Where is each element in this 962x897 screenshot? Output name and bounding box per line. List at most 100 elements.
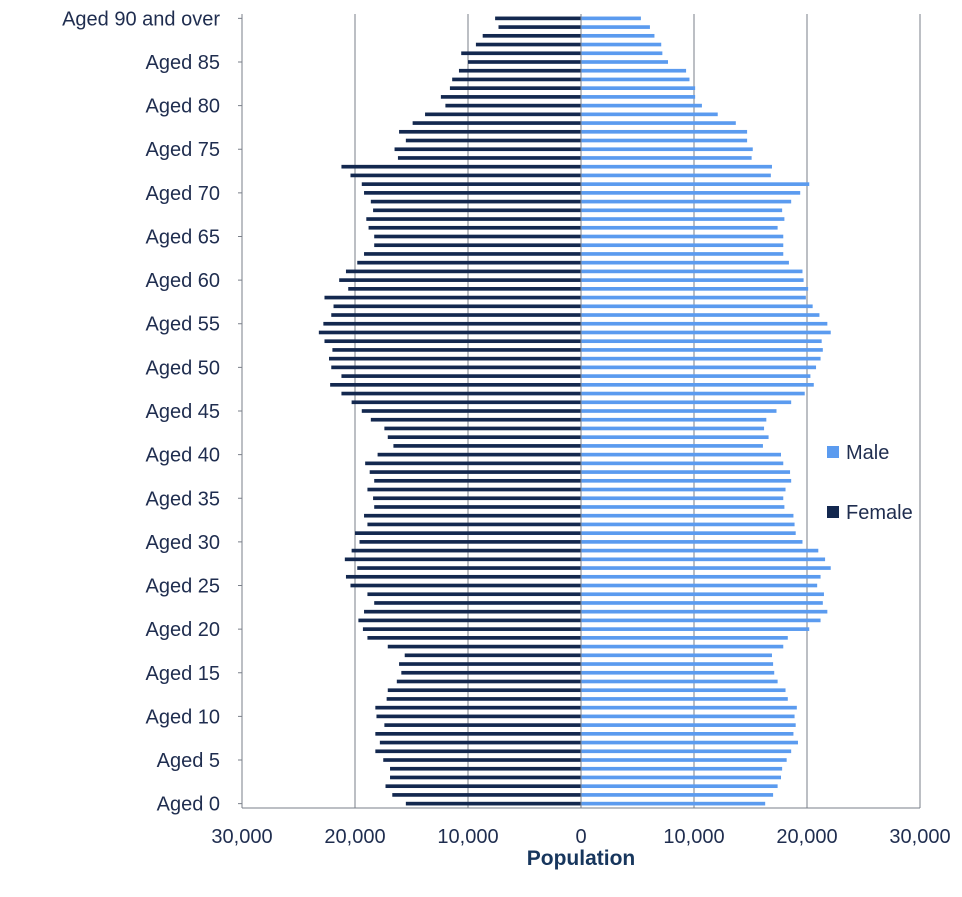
- bar-male: [581, 147, 753, 152]
- bar-female: [358, 618, 581, 623]
- bar-female: [361, 409, 581, 413]
- bar-female: [364, 252, 581, 256]
- bar-male: [581, 775, 782, 780]
- bar-male: [581, 374, 811, 378]
- bar-female: [350, 173, 581, 178]
- bar-female: [364, 191, 581, 195]
- y-tick-label: Aged 5: [157, 750, 220, 772]
- bar-female: [355, 531, 581, 535]
- x-tick-label: 10,000: [437, 826, 498, 848]
- bar-female: [374, 505, 581, 509]
- bar-female: [341, 374, 581, 378]
- bar-male: [581, 391, 805, 396]
- bar-female: [339, 278, 581, 282]
- bar-male: [581, 278, 804, 282]
- bar-male: [581, 95, 696, 99]
- bar-female: [374, 243, 581, 248]
- bar-female: [345, 574, 581, 579]
- bar-male: [581, 217, 785, 221]
- bar-female: [387, 435, 581, 440]
- bar-male: [581, 609, 828, 614]
- y-tick-label: Aged 85: [145, 52, 220, 74]
- bar-female: [458, 68, 581, 73]
- bar-male: [581, 749, 792, 754]
- bar-male: [581, 321, 828, 326]
- bar-male: [581, 601, 823, 605]
- bar-female: [387, 688, 581, 693]
- bar-female: [425, 112, 581, 117]
- bar-male: [581, 382, 814, 387]
- bar-female: [357, 260, 581, 265]
- bar-female: [452, 77, 581, 82]
- y-tick-label: Aged 25: [145, 576, 220, 598]
- bar-female: [390, 775, 581, 780]
- bar-female: [495, 16, 581, 21]
- bar-male: [581, 574, 821, 579]
- bar-male: [581, 243, 784, 248]
- bar-male: [581, 496, 784, 501]
- bar-male: [581, 112, 718, 117]
- bar-male: [581, 225, 778, 230]
- bar-male: [581, 426, 765, 431]
- bar-female: [329, 356, 581, 361]
- bar-male: [581, 505, 785, 509]
- bar-female: [357, 566, 581, 570]
- bar-female: [351, 548, 581, 553]
- bar-female: [361, 182, 581, 186]
- bar-male: [581, 766, 783, 771]
- bar-male: [581, 25, 650, 29]
- bar-male: [581, 627, 810, 631]
- bar-female: [412, 121, 581, 125]
- legend-label-female: Female: [846, 502, 913, 524]
- bar-female: [367, 487, 581, 492]
- bar-female: [394, 147, 581, 152]
- x-tick-label: 0: [575, 826, 586, 848]
- bar-male: [581, 470, 791, 474]
- bar-male: [581, 417, 767, 422]
- bar-female: [440, 95, 581, 99]
- bar-female: [475, 42, 581, 47]
- bar-male: [581, 531, 796, 535]
- bar-male: [581, 103, 702, 108]
- bar-male: [581, 295, 806, 300]
- bar-male: [581, 33, 655, 38]
- bar-female: [348, 287, 581, 291]
- bar-male: [581, 260, 789, 265]
- tick-labels: 30,000 20,000 10,000 0 10,000 20,000 30,000 Age…: [62, 8, 950, 848]
- bar-male: [581, 348, 823, 352]
- bar-female: [367, 636, 581, 640]
- bar-male: [581, 68, 687, 73]
- bar-male: [581, 234, 784, 239]
- bar-male: [581, 662, 774, 666]
- y-tick-label: Aged 0: [157, 794, 220, 816]
- bar-male: [581, 540, 803, 544]
- bar-female: [323, 321, 581, 326]
- bar-female: [365, 461, 581, 466]
- bar-male: [581, 129, 748, 134]
- y-tick-label: Aged 45: [145, 401, 220, 423]
- y-tick-label: Aged 55: [145, 314, 220, 336]
- bars: [318, 16, 831, 806]
- bar-female: [387, 644, 581, 649]
- x-tick-label: 30,000: [211, 826, 272, 848]
- bar-female: [449, 86, 581, 90]
- bar-female: [405, 138, 581, 143]
- y-tick-label: Aged 20: [145, 619, 220, 641]
- bar-female: [386, 697, 581, 701]
- bar-female: [324, 339, 581, 344]
- y-tick-label: Aged 15: [145, 663, 220, 685]
- bar-male: [581, 121, 736, 125]
- bar-male: [581, 592, 824, 597]
- bar-male: [581, 714, 795, 719]
- bar-female: [318, 330, 581, 335]
- bar-female: [375, 749, 581, 754]
- bar-female: [330, 382, 581, 387]
- bar-female: [399, 129, 581, 134]
- bar-male: [581, 758, 787, 762]
- x-axis-title: Population: [527, 847, 636, 870]
- bar-male: [581, 199, 792, 204]
- bar-female: [374, 601, 581, 605]
- bar-male: [581, 409, 777, 413]
- bar-male: [581, 164, 772, 169]
